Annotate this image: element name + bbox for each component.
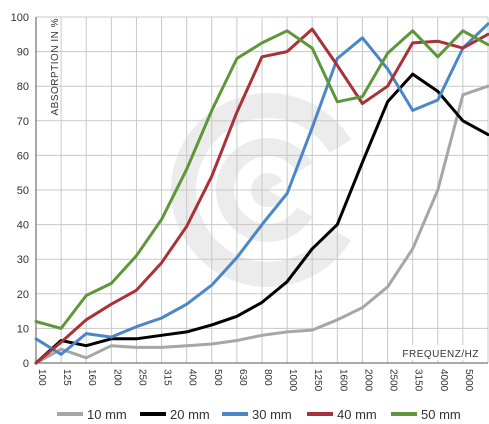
x-tick-label: 1000: [287, 369, 298, 392]
x-axis-ticks: 100 125 160 200 250 315 400 500 630 800 1000 1250 16…: [36, 369, 489, 392]
x-tick-label: 250: [136, 369, 147, 386]
y-tick-label: 20: [17, 289, 29, 301]
legend-label: 30 mm: [252, 407, 292, 422]
legend-label: 20 mm: [170, 407, 210, 422]
series-lines: [34, 22, 489, 365]
x-tick-label: 800: [262, 369, 273, 386]
y-tick-label: 100: [11, 12, 29, 24]
series-line-20mm: [34, 72, 489, 365]
series-line-40mm: [34, 27, 489, 365]
y-axis-ticks: 0 10 20 30 40 50 60 70 80 90 100: [11, 12, 29, 370]
y-tick-label: 90: [17, 47, 29, 59]
x-tick-label: 630: [237, 369, 248, 386]
y-tick-label: 10: [17, 323, 29, 335]
legend: 10 mm 20 mm 30 mm 40 mm 50 mm: [57, 407, 461, 422]
x-tick-label: 1250: [312, 369, 323, 392]
x-tick-label: 200: [111, 369, 122, 386]
y-tick-label: 0: [23, 358, 29, 370]
x-tick-label: 3150: [413, 369, 424, 392]
x-tick-label: 1600: [337, 369, 348, 392]
y-tick-label: 40: [17, 220, 29, 232]
y-tick-label: 50: [17, 185, 29, 197]
x-tick-label: 2500: [388, 369, 399, 392]
series-line-10mm: [34, 84, 489, 365]
x-tick-label: 4000: [438, 369, 449, 392]
x-axis-title: FREQUENZ/HZ: [402, 349, 479, 360]
x-tick-label: 315: [162, 369, 173, 386]
legend-label: 50 mm: [421, 407, 461, 422]
x-tick-label: 160: [86, 369, 97, 386]
y-tick-label: 60: [17, 150, 29, 162]
legend-label: 40 mm: [337, 407, 377, 422]
x-tick-label: 125: [61, 369, 72, 386]
y-axis-title: ABSORPTION IN %: [50, 18, 61, 116]
series-line-30mm: [34, 22, 489, 356]
y-tick-label: 70: [17, 116, 29, 128]
y-tick-label: 30: [17, 254, 29, 266]
legend-label: 10 mm: [87, 407, 127, 422]
y-tick-label: 80: [17, 81, 29, 93]
x-tick-label: 5000: [463, 369, 474, 392]
series-line-50mm: [34, 29, 489, 330]
x-tick-label: 500: [212, 369, 223, 386]
grid: [35, 16, 489, 364]
x-tick-label: 2000: [362, 369, 373, 392]
x-tick-label: 400: [187, 369, 198, 386]
xlabel-background: [400, 345, 484, 360]
x-tick-label: 100: [36, 369, 47, 386]
